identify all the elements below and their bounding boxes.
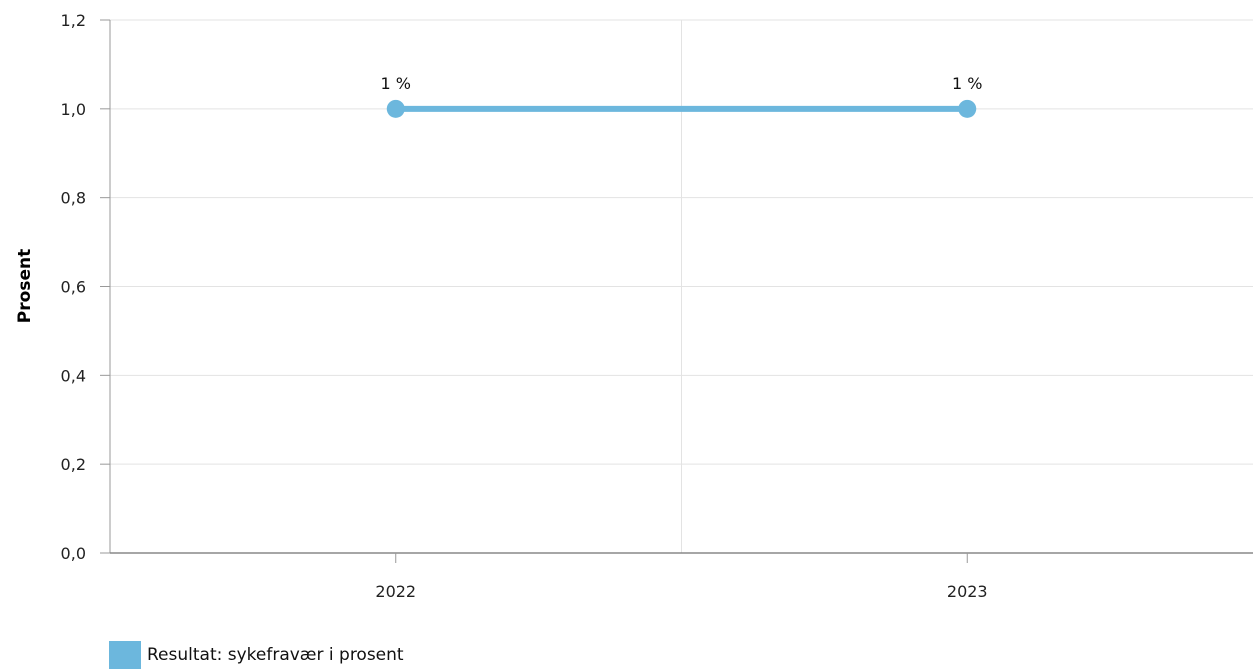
- y-tick-label: 0,6: [61, 278, 86, 297]
- data-point[interactable]: [386, 99, 405, 118]
- y-tick-label: 1,2: [61, 11, 86, 30]
- legend-label: Resultat: sykefravær i prosent: [147, 645, 404, 665]
- legend[interactable]: Resultat: sykefravær i prosent: [109, 641, 404, 669]
- line-chart: 0,0 0,2 0,4 0,6 0,8 1,0 1,2 2022 2023 Prosent 1 …: [15, 11, 1253, 601]
- data-label: 1 %: [952, 74, 982, 93]
- series-layer: 1 % 1 %: [381, 74, 982, 118]
- data-label: 1 %: [381, 74, 411, 93]
- y-tick-label: 0,2: [61, 455, 86, 474]
- axes-layer: 0,0 0,2 0,4 0,6 0,8 1,0 1,2 2022 2023: [61, 11, 1253, 601]
- y-tick-label: 0,8: [61, 189, 86, 208]
- grid-layer: [110, 19, 1253, 553]
- y-axis-title: Prosent: [15, 249, 35, 323]
- y-tick-label: 0,0: [61, 544, 86, 563]
- x-tick-label: 2022: [375, 582, 416, 601]
- data-point[interactable]: [958, 99, 977, 118]
- y-tick-label: 1,0: [61, 100, 86, 119]
- legend-swatch: [109, 641, 141, 669]
- x-tick-label: 2023: [947, 582, 988, 601]
- y-tick-label: 0,4: [61, 366, 86, 385]
